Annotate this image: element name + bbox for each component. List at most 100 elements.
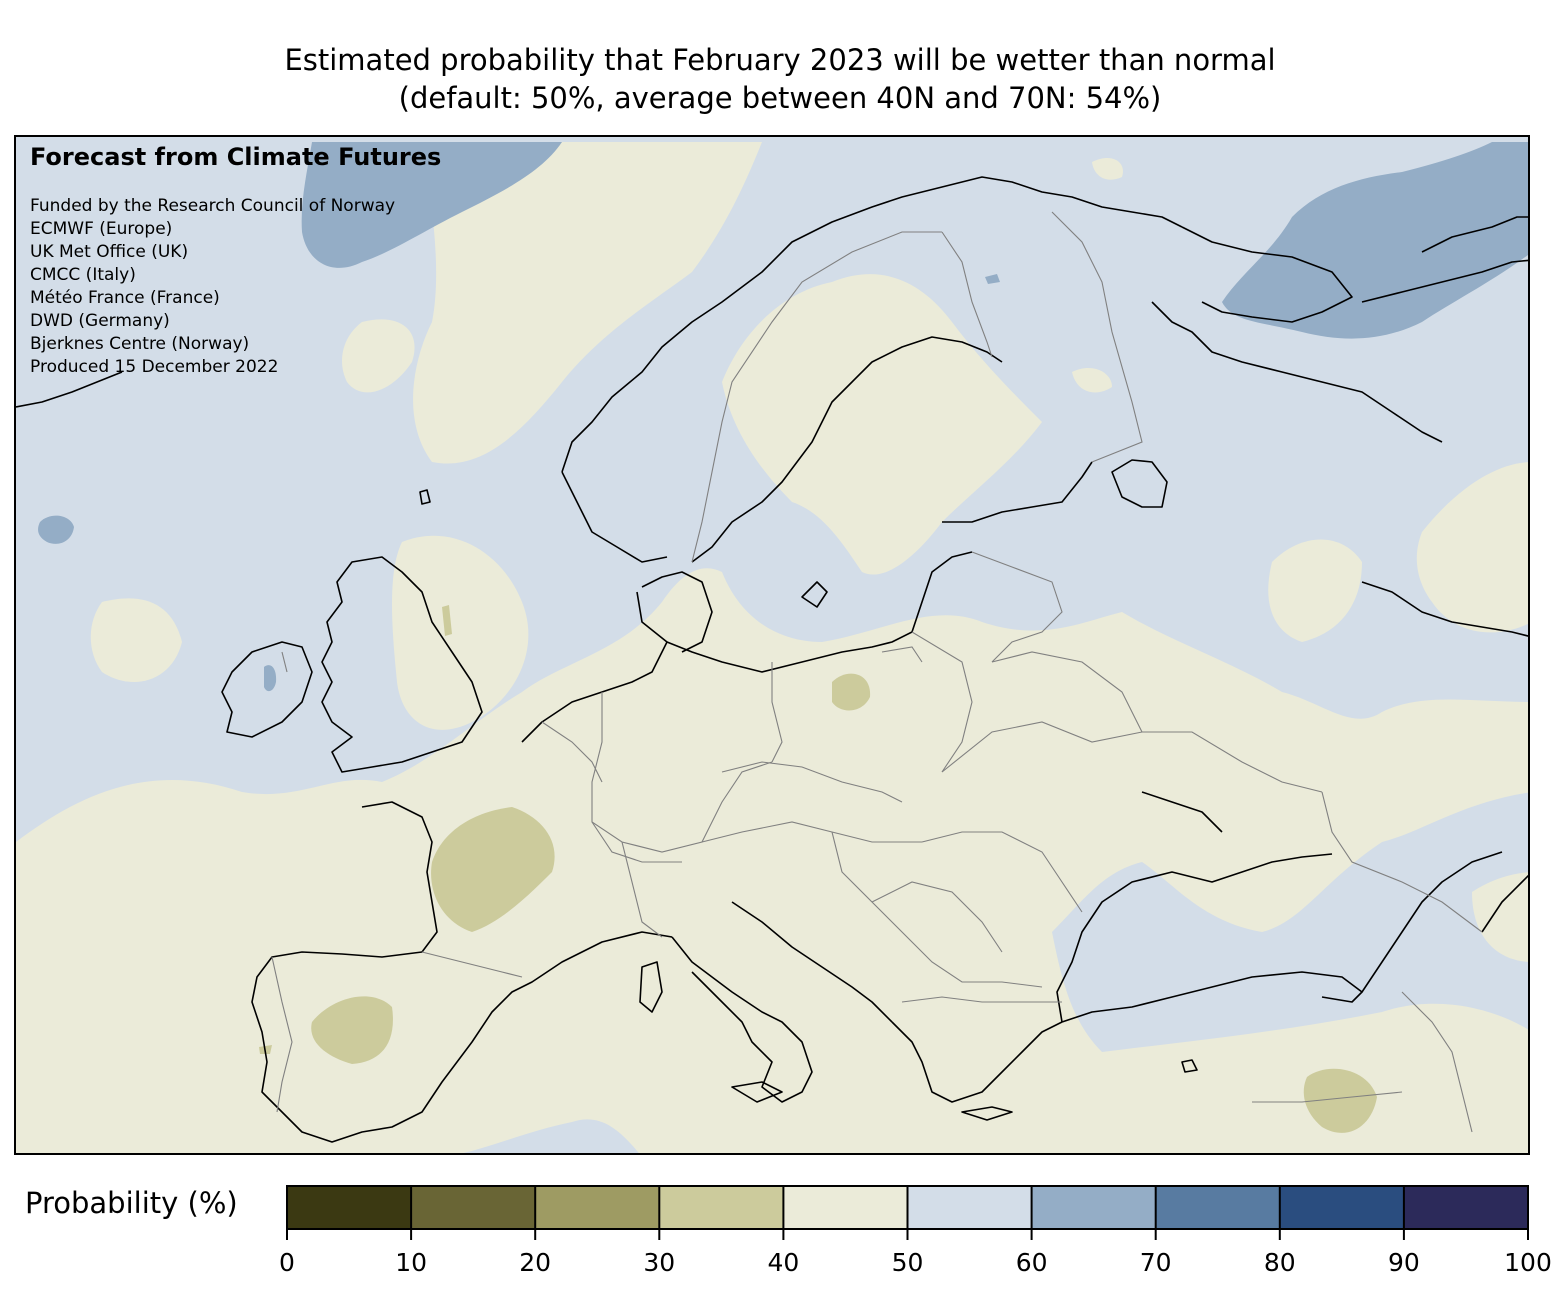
coast-crete bbox=[961, 1106, 1013, 1121]
zone-north-atlantic bbox=[413, 142, 762, 464]
border-benelux bbox=[541, 721, 603, 783]
coast-sweden-finland bbox=[691, 336, 1003, 563]
border-baltic-states bbox=[971, 551, 1063, 663]
colorbar-label: Probability (%) bbox=[25, 1186, 238, 1220]
coast-turkey bbox=[1061, 971, 1363, 1023]
forecast-heading: Forecast from Climate Futures bbox=[30, 143, 442, 171]
coast-gotland bbox=[801, 581, 828, 608]
chart-subtitle: (default: 50%, average between 40N and 7… bbox=[398, 81, 1162, 115]
colorbar-tick-label: 100 bbox=[1504, 1248, 1552, 1277]
zone-40-50 bbox=[16, 142, 1528, 1153]
colorbar-tick-label: 30 bbox=[643, 1248, 675, 1277]
border-austria-hungary bbox=[701, 821, 922, 843]
zone-russia-east bbox=[1268, 539, 1362, 642]
coast-arctic-east bbox=[1361, 259, 1528, 303]
zone-italy-balkan-gap bbox=[642, 968, 973, 1153]
border-belarus bbox=[991, 651, 1143, 733]
colorbar-tick-label: 0 bbox=[279, 1248, 295, 1277]
coast-sicily bbox=[731, 1081, 783, 1103]
border-czech bbox=[721, 761, 903, 803]
coast-baltic-south bbox=[666, 551, 973, 673]
zone-ireland-spot bbox=[264, 665, 277, 692]
coast-ladoga bbox=[1111, 459, 1168, 508]
zone-iberia-central-europe bbox=[16, 568, 1528, 1153]
credit-line: Funded by the Research Council of Norway bbox=[30, 196, 396, 216]
credit-line: Produced 15 December 2022 bbox=[30, 357, 279, 377]
coast-white-sea bbox=[1151, 301, 1443, 443]
coast-russia-arctic bbox=[1181, 226, 1353, 323]
border-switzerland bbox=[591, 821, 682, 863]
coast-caspian bbox=[1481, 874, 1528, 933]
coast-black-sea-east bbox=[1361, 851, 1503, 993]
colorbar-bin bbox=[1403, 1186, 1529, 1229]
border-germany-poland bbox=[771, 662, 783, 763]
border-germany bbox=[591, 692, 773, 853]
border-sweden-finland bbox=[941, 231, 993, 358]
coast-france-iberia bbox=[251, 801, 673, 1143]
border-spain-portugal bbox=[271, 956, 293, 1113]
coast-iceland-edge bbox=[16, 371, 123, 408]
border-balkans bbox=[831, 831, 1043, 988]
zone-kazakh bbox=[1472, 872, 1528, 962]
border-russia-caucasus bbox=[1321, 791, 1483, 933]
coastlines bbox=[16, 176, 1528, 1143]
border-poland-east bbox=[911, 631, 973, 773]
colorbar-tick-label: 10 bbox=[395, 1248, 427, 1277]
zone-30-40 bbox=[259, 605, 1377, 1133]
coast-italy bbox=[671, 936, 813, 1103]
zone-scandinavia bbox=[722, 274, 1042, 575]
colorbar-tick-label: 40 bbox=[767, 1248, 799, 1277]
colorbar-tick-label: 80 bbox=[1264, 1248, 1296, 1277]
credit-line: ECMWF (Europe) bbox=[30, 219, 173, 239]
credit-line: CMCC (Italy) bbox=[30, 265, 136, 285]
credit-line: DWD (Germany) bbox=[30, 311, 170, 331]
zone-60-70 bbox=[38, 142, 1528, 692]
colorbar-bin bbox=[659, 1186, 784, 1229]
chart-title: Estimated probability that February 2023… bbox=[284, 43, 1276, 77]
colorbar-bin bbox=[907, 1186, 1033, 1229]
border-syria bbox=[1252, 1091, 1403, 1103]
zone-iceland-sea bbox=[90, 598, 182, 682]
coast-norway-south bbox=[561, 471, 668, 563]
colorbar-bin bbox=[287, 1186, 412, 1229]
colorbar-tick-label: 90 bbox=[1388, 1248, 1420, 1277]
zone-urals bbox=[1416, 462, 1528, 633]
colorbar-bin bbox=[535, 1186, 660, 1229]
zone-karelia bbox=[1072, 367, 1112, 393]
colorbar-bin bbox=[1155, 1186, 1281, 1229]
zone-north-sea bbox=[392, 535, 529, 730]
coast-novaya-zemlya bbox=[1421, 216, 1528, 253]
coast-denmark bbox=[641, 571, 713, 653]
coast-ireland bbox=[221, 641, 313, 738]
zone-atlantic-spot bbox=[38, 515, 74, 544]
coast-black-sea bbox=[1056, 853, 1333, 1023]
zone-lapland-spot bbox=[985, 274, 1000, 284]
border-uk-ireland bbox=[281, 651, 288, 673]
zone-greenland-sea bbox=[301, 142, 562, 268]
coast-cyprus bbox=[1181, 1059, 1198, 1073]
colorbar-bin bbox=[783, 1186, 908, 1229]
coast-kara bbox=[1361, 581, 1528, 637]
border-france-spain bbox=[421, 951, 523, 978]
coast-azov bbox=[1141, 791, 1223, 833]
colorbar-bin bbox=[411, 1186, 536, 1229]
border-romania bbox=[921, 831, 1083, 913]
border-norway-sweden bbox=[691, 231, 942, 563]
border-france-italy bbox=[621, 841, 663, 938]
coast-norway bbox=[561, 176, 1183, 473]
border-balkans-2 bbox=[871, 881, 1003, 953]
coast-greece bbox=[891, 1021, 1063, 1103]
colorbar-tick-label: 60 bbox=[1016, 1248, 1048, 1277]
colorbar-tick-label: 70 bbox=[1140, 1248, 1172, 1277]
colorbar-tick-label: 20 bbox=[519, 1248, 551, 1277]
colorbar-tick-label: 50 bbox=[892, 1248, 924, 1277]
coast-faroe bbox=[419, 489, 431, 505]
zone-barents-sea bbox=[1222, 142, 1528, 339]
border-greece bbox=[901, 996, 1062, 1003]
zone-west-atlantic bbox=[342, 319, 415, 393]
credit-line: Météo France (France) bbox=[30, 288, 220, 308]
probability-map bbox=[14, 135, 1530, 1155]
border-finland-russia bbox=[1051, 211, 1143, 463]
colorbar-frame bbox=[286, 1185, 1529, 1230]
coast-adriatic bbox=[731, 901, 893, 1023]
